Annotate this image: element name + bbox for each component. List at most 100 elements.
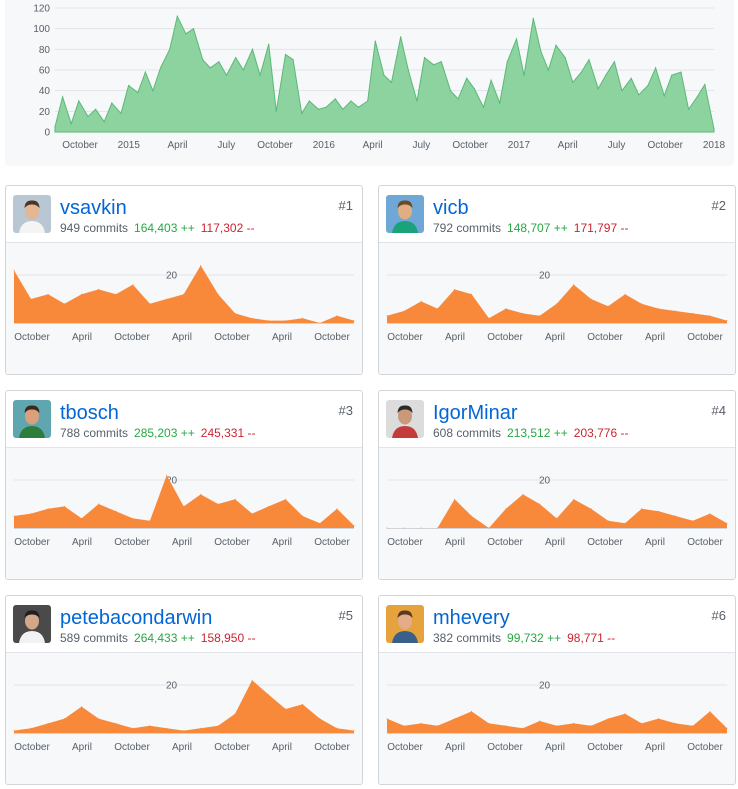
data-point (285, 708, 287, 710)
contributor-login-link[interactable]: mhevery (433, 607, 510, 629)
data-point (658, 718, 660, 720)
data-point (132, 727, 134, 729)
data-point (115, 722, 117, 724)
data-point (726, 320, 728, 322)
contributor-header: tbosch 788 commits 285,203 ++ 245,331 -- #3 (6, 391, 362, 448)
data-point (159, 67, 162, 69)
data-point (200, 493, 202, 495)
contributor-commits-area (387, 711, 727, 733)
commit-count: 589 commits (60, 631, 129, 645)
data-point (420, 300, 422, 302)
tbosch-avatar[interactable] (13, 400, 51, 438)
data-point (403, 310, 405, 312)
contributor-login-link[interactable]: vsavkin (60, 197, 127, 219)
data-point (149, 725, 151, 727)
data-point (590, 725, 592, 727)
data-point (200, 727, 202, 729)
data-point (696, 96, 698, 98)
x-tick-label: April (445, 537, 465, 548)
contributor-login-link[interactable]: IgorMinar (433, 402, 518, 424)
IgorMinar-avatar[interactable] (386, 400, 424, 438)
contributor-login-link[interactable]: vicb (433, 197, 469, 219)
contributor-rank: #5 (338, 608, 353, 623)
x-tick-label: October (587, 537, 623, 548)
data-point (522, 312, 524, 314)
contributor-header: vsavkin 949 commits 164,403 ++ 117,302 -- #1 (6, 186, 362, 243)
data-point (457, 98, 459, 100)
petebacondarwin-avatar[interactable] (13, 605, 51, 643)
commit-count: 788 commits (60, 426, 129, 440)
data-point (638, 94, 640, 96)
data-point (98, 718, 100, 720)
data-point (704, 83, 706, 86)
data-point (353, 525, 355, 527)
additions-count: 148,707 ++ (507, 221, 568, 235)
data-point (183, 505, 185, 507)
contributor-card: IgorMinar 608 commits 213,512 ++ 203,776 --… (378, 390, 736, 580)
deletions-count: 98,771 -- (567, 631, 616, 645)
x-tick-label: April (172, 742, 192, 753)
data-point (440, 61, 442, 63)
gridline-label: 20 (539, 476, 551, 487)
contributor-area-chart: 20 October April October April October April Oc… (386, 271, 728, 343)
data-point (292, 59, 294, 61)
data-point (192, 28, 195, 30)
data-point (624, 522, 626, 524)
gridline-label: 20 (539, 271, 551, 282)
contributor-rank: #6 (711, 608, 726, 623)
data-point (437, 308, 438, 310)
data-point (532, 17, 534, 19)
vicb-avatar[interactable] (386, 195, 424, 233)
contributor-login-link[interactable]: petebacondarwin (60, 607, 213, 629)
x-tick-label: October (62, 140, 98, 151)
x-tick-label: October (314, 537, 350, 548)
data-point (47, 508, 49, 510)
data-point (630, 77, 632, 79)
data-point (680, 71, 682, 73)
data-point (334, 98, 336, 100)
data-point (308, 100, 310, 102)
x-tick-label: April (172, 537, 192, 548)
y-tick-label: 0 (44, 128, 50, 139)
data-point (95, 108, 97, 110)
data-point (64, 505, 65, 507)
y-tick-label: 20 (39, 107, 51, 118)
data-point (251, 513, 253, 515)
contributor-login-link[interactable]: tbosch (60, 402, 119, 424)
data-point (285, 320, 287, 322)
data-point (268, 505, 270, 507)
contributor-rank: #4 (711, 403, 726, 418)
data-point (120, 112, 122, 114)
data-point (183, 293, 185, 295)
data-point (641, 722, 643, 724)
data-point (488, 722, 490, 724)
data-point (169, 48, 171, 50)
data-point (658, 510, 660, 512)
mhevery-avatar[interactable] (386, 605, 424, 643)
data-point (688, 108, 690, 110)
contributor-stats: 608 commits 213,512 ++ 203,776 -- (433, 426, 628, 441)
x-tick-label: July (412, 140, 430, 151)
data-point (149, 303, 151, 305)
data-point (319, 718, 321, 720)
x-tick-label: April (72, 742, 92, 753)
data-point (128, 84, 130, 87)
y-tick-label: 120 (33, 4, 50, 15)
data-point (564, 57, 566, 59)
data-point (302, 515, 304, 517)
data-point (675, 722, 677, 724)
x-tick-label: April (545, 742, 565, 753)
x-tick-label: 2018 (703, 140, 726, 151)
data-point (488, 527, 490, 529)
data-point (515, 38, 518, 40)
data-point (675, 515, 677, 517)
contributor-rank: #2 (711, 198, 726, 213)
data-point (675, 310, 677, 312)
x-tick-label: April (545, 537, 565, 548)
vsavkin-avatar[interactable] (13, 195, 51, 233)
data-point (692, 520, 694, 522)
data-point (692, 312, 694, 314)
gridline-label: 20 (166, 681, 178, 692)
data-point (386, 315, 388, 317)
data-point (342, 108, 344, 110)
